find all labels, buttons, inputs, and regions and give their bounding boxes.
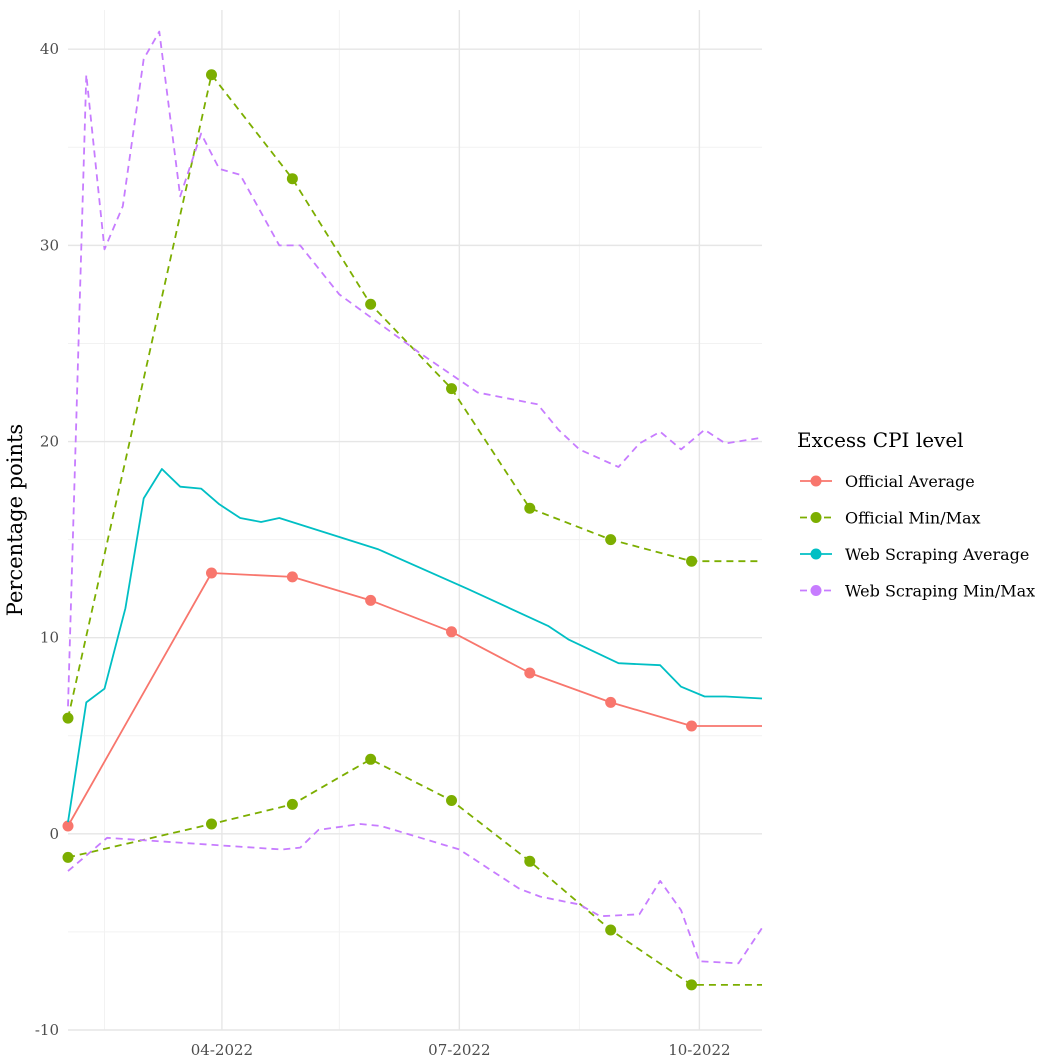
y-tick-label: 40: [40, 40, 59, 58]
data-point: [524, 502, 536, 514]
x-tick-label: 10-2022: [668, 1041, 730, 1059]
data-point: [446, 383, 458, 395]
y-tick-label: 30: [40, 236, 59, 254]
legend-label: Web Scraping Average: [845, 545, 1029, 564]
data-point: [686, 555, 698, 567]
y-tick-label: 10: [40, 629, 59, 647]
series-web-scraping-average: [67, 468, 763, 823]
legend-title: Excess CPI level: [797, 428, 964, 452]
data-point: [205, 69, 217, 81]
y-tick-label: 20: [40, 433, 59, 451]
legend-key-marker: [810, 585, 822, 596]
data-point: [205, 818, 217, 830]
legend-items: Official Average Official Min/Max Web Scra…: [800, 472, 1035, 601]
legend-item-web-scraping-average: Web Scraping Average: [800, 545, 1029, 564]
data-point: [62, 820, 74, 832]
data-point: [365, 594, 377, 606]
series-line: [67, 758, 762, 986]
data-point: [605, 534, 617, 546]
data-point: [686, 720, 698, 732]
legend-label: Official Min/Max: [845, 509, 981, 528]
data-point: [205, 567, 217, 579]
minor-gridlines: [68, 10, 762, 1030]
data-point: [446, 626, 458, 638]
legend-key-marker: [810, 548, 822, 560]
legend-key-marker: [810, 512, 822, 523]
series-line: [67, 30, 763, 707]
data-point: [286, 173, 298, 185]
legend-key-marker: [810, 475, 822, 487]
data-point: [446, 795, 458, 806]
data-point: [524, 667, 536, 679]
data-point: [62, 851, 74, 863]
plot-series: [62, 30, 763, 991]
legend-item-official-min-max: Official Min/Max: [800, 509, 981, 528]
data-point: [286, 571, 298, 583]
y-axis-ticks: -10 0 10 20 30 40: [35, 40, 59, 1039]
series-line: [67, 823, 763, 965]
x-tick-label: 07-2022: [428, 1041, 490, 1059]
data-point: [365, 298, 377, 310]
data-point: [686, 979, 698, 991]
series-web-scraping-min-max: [67, 823, 763, 965]
legend-item-web-scraping-min-max: Web Scraping Min/Max: [800, 582, 1035, 601]
series-line: [67, 572, 762, 827]
legend-label: Web Scraping Min/Max: [845, 582, 1035, 601]
series-line: [67, 468, 763, 823]
data-point: [365, 753, 377, 765]
x-tick-label: 04-2022: [191, 1041, 253, 1059]
y-axis-title: Percentage points: [3, 424, 27, 616]
data-point: [524, 855, 536, 867]
major-gridlines: [68, 10, 762, 1031]
legend-item-official-average: Official Average: [800, 472, 975, 491]
series-official-min-max: [62, 69, 762, 724]
legend-label: Official Average: [845, 472, 975, 491]
y-tick-label: 0: [49, 825, 59, 843]
data-point: [605, 924, 617, 936]
series-official-average: [62, 567, 762, 832]
x-axis-ticks: 04-2022 07-2022 10-2022: [191, 1041, 731, 1059]
data-point: [605, 696, 617, 708]
legend: Excess CPI level Official AverageOfficia…: [797, 428, 1035, 601]
y-tick-label: -10: [35, 1021, 59, 1039]
series-line: [67, 73, 762, 719]
data-point: [286, 798, 298, 810]
series-official-min-max: [62, 753, 762, 991]
series-web-scraping-min-max: [67, 30, 763, 707]
data-point: [62, 712, 74, 724]
